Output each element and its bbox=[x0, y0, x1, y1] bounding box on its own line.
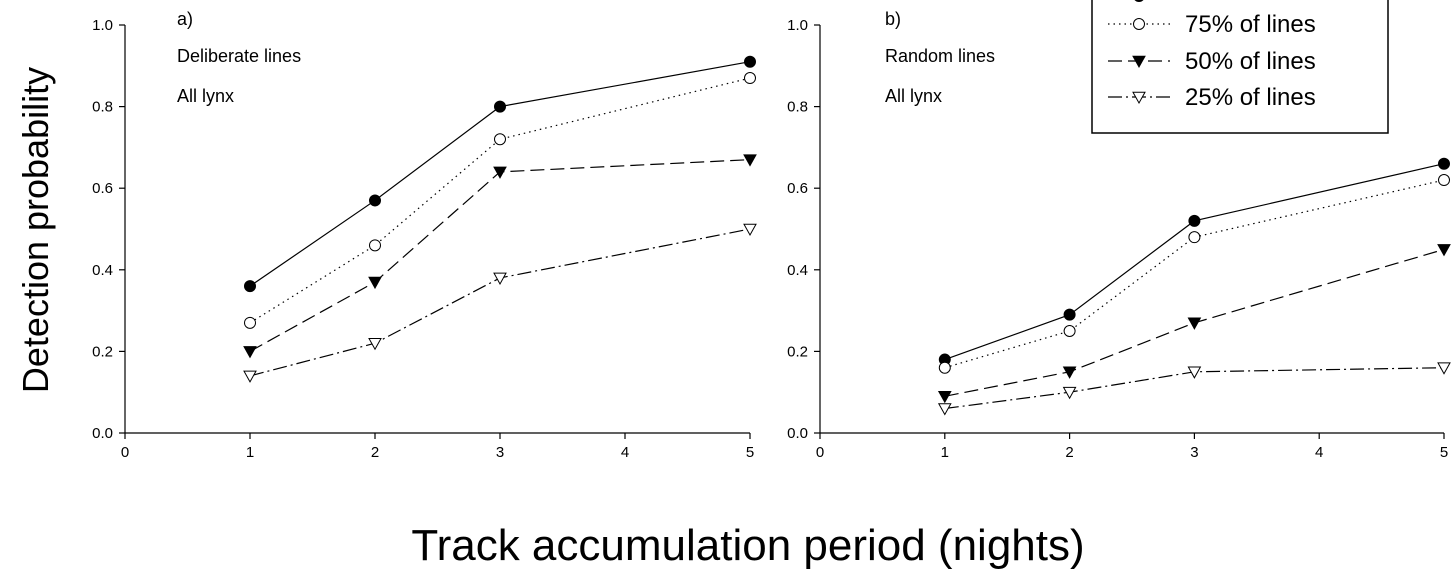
panel-a-series-4-line bbox=[249, 228, 751, 377]
panel-b-series-4-point bbox=[1187, 366, 1202, 379]
panel-a-series-1-point bbox=[369, 194, 381, 207]
panel-b-x-tick-label: 5 bbox=[1440, 444, 1448, 461]
panel-a-x-tick-label: 1 bbox=[246, 444, 254, 461]
panel-a-x-tick-label: 3 bbox=[496, 444, 504, 461]
legend-entry-2: 50% of lines bbox=[1185, 48, 1316, 75]
legend-marker-3 bbox=[1132, 91, 1146, 105]
panel-a-series-2-point bbox=[244, 316, 256, 329]
panel-a-y-tick-label: 1.0 bbox=[92, 17, 113, 34]
panel-b-series-2-line bbox=[944, 179, 1445, 369]
panel-b-series-1-line bbox=[944, 163, 1445, 361]
panel-b-y-tick-label: 0.4 bbox=[787, 262, 808, 279]
panel-b-series-2-point bbox=[1438, 174, 1450, 187]
panel-b-x-tick-label: 4 bbox=[1315, 444, 1323, 461]
panel-a-series-3-point bbox=[743, 154, 757, 167]
panel-a-series-1-point bbox=[744, 55, 756, 68]
panel-b-series-4-point bbox=[1062, 386, 1077, 400]
panel-a-series-2-point bbox=[744, 72, 756, 85]
panel-b-series-3-point bbox=[1062, 366, 1077, 379]
panel-a-series-1-point bbox=[494, 100, 506, 113]
panel-a-y-tick-label: 0.4 bbox=[92, 262, 113, 279]
panel-b-series-1-point bbox=[1438, 157, 1450, 170]
panel-b-series-3-point bbox=[1187, 317, 1202, 330]
panel-b-y-tick-label: 0.8 bbox=[787, 99, 808, 116]
panel-a-series-2-point bbox=[494, 133, 506, 146]
panel-a-series-3-point bbox=[493, 166, 507, 179]
panel-b-y-tick-label: 1.0 bbox=[787, 17, 808, 34]
panel-b-series-4-point bbox=[1437, 362, 1451, 375]
panel-a-y-tick-label: 0.6 bbox=[92, 180, 113, 197]
panel-b-series-3-point bbox=[1437, 244, 1451, 257]
panel-b-x-tick-label: 1 bbox=[941, 444, 949, 461]
panel-b-label: b) bbox=[885, 9, 901, 29]
panel-a-series-4-point bbox=[743, 223, 757, 237]
panel-b: b) Random lines All lynx 0 1 2 3 4 5 0.0 0.2 0.4… bbox=[787, 9, 1451, 461]
panel-b-series-2-point bbox=[938, 361, 951, 374]
panel-a-label: a) bbox=[177, 9, 193, 29]
panel-b-y-tick-label: 0.2 bbox=[787, 343, 808, 360]
panel-b-series-1-point bbox=[1188, 214, 1201, 227]
panel-b-annotation-1: Random lines bbox=[885, 46, 995, 66]
panel-b-annotation-2: All lynx bbox=[885, 86, 942, 106]
panel-a-series-1-line bbox=[249, 61, 751, 287]
legend-entry-3: 25% of lines bbox=[1185, 84, 1316, 111]
panel-b-series-4-point bbox=[937, 403, 952, 416]
panel-b-x-tick-label: 0 bbox=[816, 444, 824, 461]
legend: 75% of lines 50% of lines 25% of lines bbox=[1091, 0, 1389, 134]
panel-a-annotation-1: Deliberate lines bbox=[177, 46, 301, 66]
panel-a-series-4-point bbox=[368, 337, 382, 351]
panel-a-y-tick-label: 0.0 bbox=[92, 425, 113, 442]
panel-a-x-tick-label: 4 bbox=[621, 444, 629, 461]
panel-b-series-3-point bbox=[937, 390, 952, 404]
panel-a-series-2-point bbox=[369, 239, 381, 252]
panel-a-annotation-2: All lynx bbox=[177, 86, 234, 106]
legend-marker-1 bbox=[1133, 18, 1145, 30]
panel-a-series-2-line bbox=[249, 77, 751, 324]
panel-b-x-tick-label: 3 bbox=[1190, 444, 1198, 461]
panel-a-series-4-point bbox=[493, 272, 507, 285]
y-axis-label: Detection probability bbox=[15, 67, 56, 393]
panel-b-series-2-point bbox=[1063, 325, 1076, 337]
panel-b-y-tick-label: 0.6 bbox=[787, 180, 808, 197]
panel-a-series-3-point bbox=[243, 346, 257, 359]
panel-a-series-3-point bbox=[368, 276, 382, 290]
panel-a-series-3-line bbox=[249, 159, 751, 352]
panel-b-series-2-point bbox=[1188, 231, 1201, 244]
panel-a-x-tick-label: 0 bbox=[121, 444, 129, 461]
panel-a-series-4-point bbox=[243, 370, 257, 383]
panel-b-x-tick-label: 2 bbox=[1065, 444, 1073, 461]
panel-b-y-tick-label: 0.0 bbox=[787, 425, 808, 442]
panel-a-series-1-point bbox=[244, 280, 256, 293]
panel-a-x-tick-label: 2 bbox=[371, 444, 379, 461]
x-axis-label: Track accumulation period (nights) bbox=[411, 521, 1084, 570]
panel-b-series-1-point bbox=[1063, 308, 1076, 321]
panel-a-y-tick-label: 0.2 bbox=[92, 343, 113, 360]
panel-a-x-tick-label: 5 bbox=[746, 444, 754, 461]
legend-marker-2 bbox=[1132, 55, 1146, 69]
panel-a-y-tick-label: 0.8 bbox=[92, 99, 113, 116]
legend-marker-0 bbox=[1134, 0, 1144, 2]
panel-a: a) Deliberate lines All lynx 0 1 2 3 4 5 0.0 0.… bbox=[92, 9, 757, 461]
legend-entry-1: 75% of lines bbox=[1185, 11, 1316, 38]
panel-b-series-3-line bbox=[944, 248, 1445, 397]
